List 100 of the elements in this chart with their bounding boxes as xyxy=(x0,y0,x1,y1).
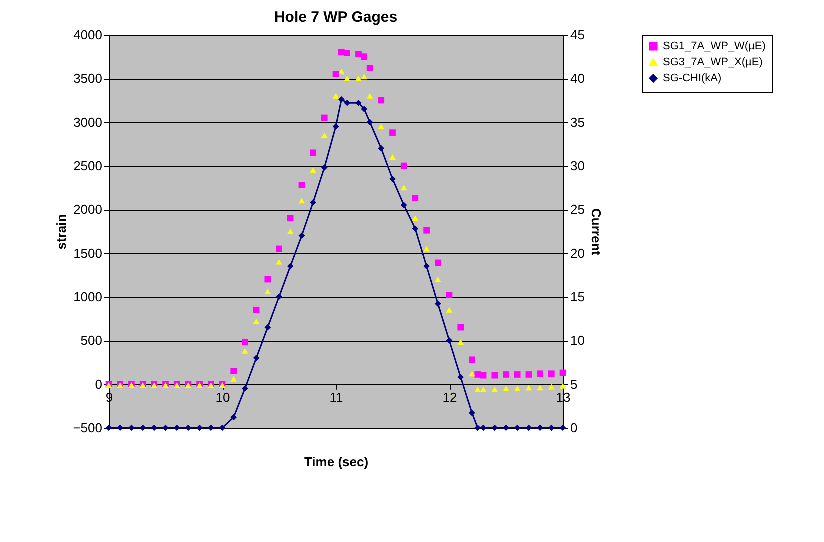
point xyxy=(230,414,238,421)
legend-label: SG1_7A_WP_W(µE) xyxy=(663,40,766,52)
point xyxy=(480,424,487,432)
point xyxy=(412,195,419,202)
point xyxy=(503,424,510,432)
point xyxy=(537,370,544,378)
point xyxy=(338,96,345,103)
point xyxy=(514,372,521,378)
point xyxy=(310,150,316,156)
point xyxy=(344,100,351,106)
x-tick-label: 11 xyxy=(330,390,344,405)
point xyxy=(344,76,351,82)
point xyxy=(400,185,408,191)
point xyxy=(264,324,272,331)
point xyxy=(378,97,385,104)
y2-tick-label: 15 xyxy=(570,290,585,304)
point xyxy=(503,386,510,392)
y-tick-label: 4000 xyxy=(74,28,102,42)
point xyxy=(548,424,555,432)
x-tick-label: 12 xyxy=(442,390,458,405)
point xyxy=(253,354,260,362)
y-axis-title: strain xyxy=(54,214,70,250)
point xyxy=(332,124,340,130)
point xyxy=(361,54,368,60)
point xyxy=(412,226,419,232)
point xyxy=(366,93,374,99)
y2-tick-label: 20 xyxy=(570,246,585,261)
legend-label: SG3_7A_WP_X(µE) xyxy=(663,56,763,68)
point xyxy=(503,372,510,378)
point xyxy=(378,145,385,152)
point xyxy=(390,154,396,160)
point xyxy=(458,374,464,381)
y2-tick-label: 35 xyxy=(570,114,585,130)
point xyxy=(196,424,203,432)
point xyxy=(446,292,453,298)
point xyxy=(276,246,282,252)
point xyxy=(424,227,430,234)
point xyxy=(298,182,306,188)
point xyxy=(366,65,374,72)
y-tick-label: 3500 xyxy=(74,71,102,86)
point xyxy=(338,68,345,74)
point xyxy=(446,338,453,344)
y2-tick-label: 25 xyxy=(570,202,585,218)
point xyxy=(321,132,328,138)
point xyxy=(514,424,521,432)
y2-tick-label: 0 xyxy=(570,420,578,436)
point xyxy=(492,372,498,379)
point xyxy=(185,424,192,432)
point xyxy=(361,106,368,112)
y-tick-label: 1000 xyxy=(74,290,102,304)
point xyxy=(276,259,282,265)
point xyxy=(480,386,487,392)
point xyxy=(287,215,294,222)
x-axis-title: Time (sec) xyxy=(304,454,369,470)
point xyxy=(287,228,294,234)
point xyxy=(548,370,555,378)
point xyxy=(117,424,124,432)
point xyxy=(434,300,442,308)
y-tick-label: 1500 xyxy=(74,246,102,261)
point xyxy=(390,130,396,136)
point xyxy=(424,263,430,270)
legend-label: SG-CHI(kA) xyxy=(663,72,722,84)
point xyxy=(390,176,396,182)
point xyxy=(242,348,248,354)
point xyxy=(151,424,158,432)
point xyxy=(474,424,482,432)
point xyxy=(469,356,476,364)
point xyxy=(298,232,306,240)
point xyxy=(526,372,532,378)
point xyxy=(548,384,555,390)
point xyxy=(264,276,272,283)
y-tick-label: 500 xyxy=(80,333,102,348)
point xyxy=(344,50,351,57)
y-tick-label: 3000 xyxy=(74,114,102,130)
point xyxy=(219,424,226,432)
y2-tick-label: 10 xyxy=(570,333,585,348)
point xyxy=(106,424,112,432)
point xyxy=(264,289,272,294)
point xyxy=(560,383,566,389)
point xyxy=(128,424,135,432)
point xyxy=(537,424,544,432)
point xyxy=(174,424,180,432)
point xyxy=(560,424,566,432)
y-tick-label: −500 xyxy=(73,420,102,436)
point xyxy=(434,276,442,282)
point xyxy=(446,307,453,313)
y-tick-label: 2000 xyxy=(74,202,102,218)
point xyxy=(458,340,464,346)
point xyxy=(230,368,238,374)
y2-tick-label: 30 xyxy=(570,158,585,174)
point xyxy=(276,294,282,300)
point xyxy=(400,202,408,208)
point xyxy=(321,114,328,122)
point xyxy=(474,372,482,378)
point xyxy=(310,200,316,206)
point xyxy=(242,339,248,346)
point xyxy=(366,119,374,126)
point xyxy=(474,386,482,392)
point xyxy=(298,198,306,204)
point xyxy=(208,424,214,432)
